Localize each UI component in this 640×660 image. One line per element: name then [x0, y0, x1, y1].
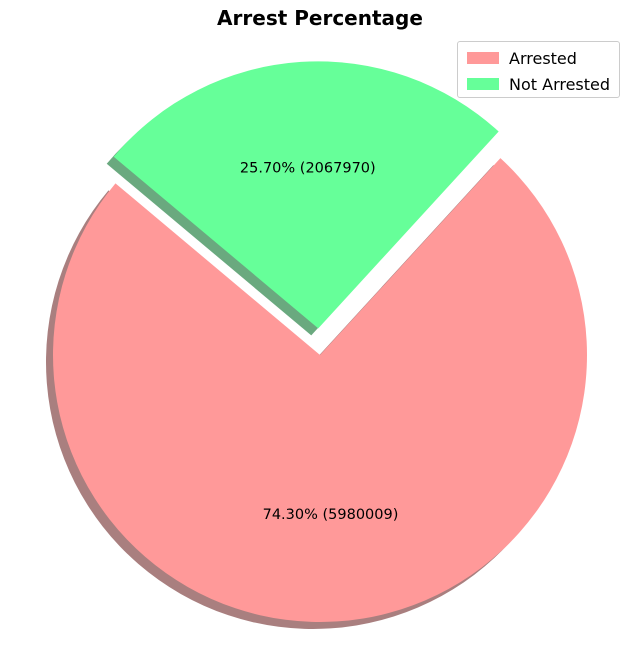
- legend-label-not-arrested: Not Arrested: [509, 74, 611, 94]
- pie-slice-arrested: [52, 158, 587, 623]
- slice-label-not-arrested: 25.70% (2067970): [240, 161, 376, 177]
- pie-slice-not-arrested: [113, 61, 499, 329]
- slice-label-arrested: 74.30% (5980009): [263, 507, 399, 523]
- legend-swatch-arrested: [467, 52, 499, 64]
- label-layer: 74.30% (5980009) 25.70% (2067970): [240, 161, 398, 523]
- slice-layer: [52, 61, 587, 623]
- chart-title: Arrest Percentage: [217, 6, 423, 30]
- legend-item-arrested: Arrested: [467, 48, 577, 68]
- legend-label-arrested: Arrested: [509, 48, 577, 68]
- legend-item-not-arrested: Not Arrested: [467, 74, 610, 94]
- legend-swatch-not-arrested: [467, 78, 499, 90]
- legend: Arrested Not Arrested: [457, 41, 620, 98]
